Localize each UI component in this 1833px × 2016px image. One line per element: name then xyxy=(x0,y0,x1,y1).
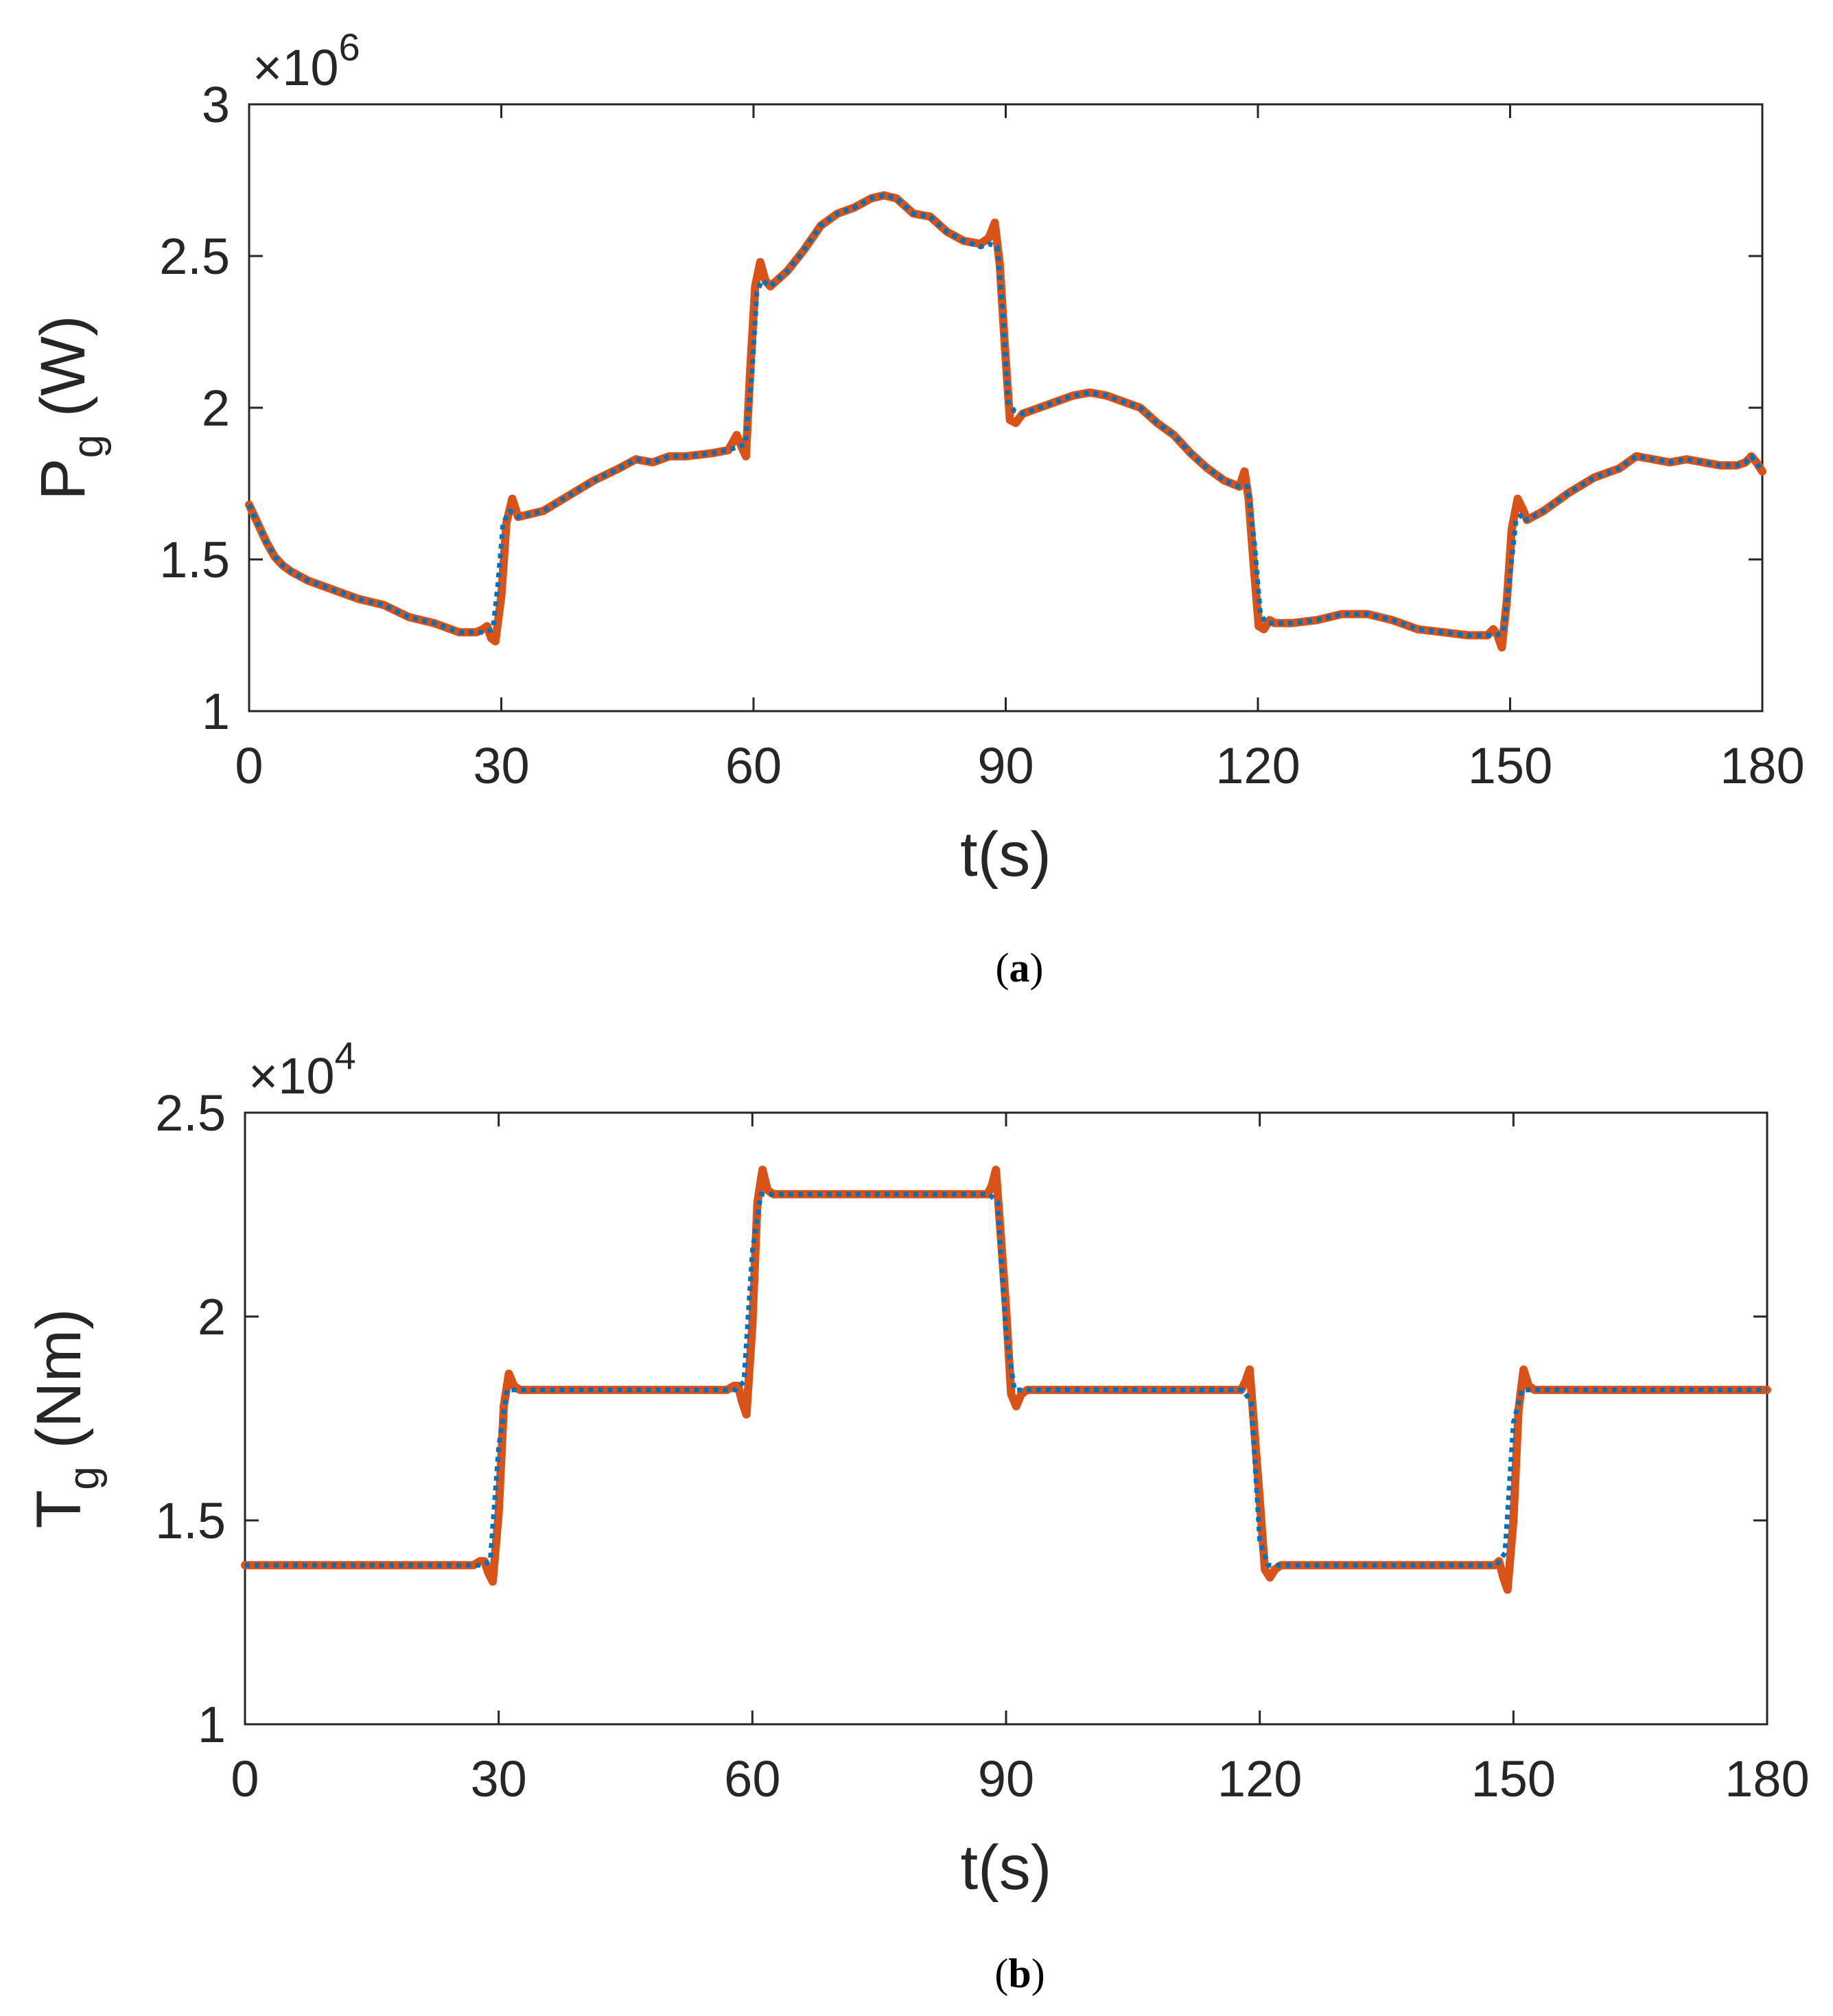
x-tick-label: 180 xyxy=(1725,1750,1809,1807)
y-axis-label: Pg (W) xyxy=(28,315,112,500)
panel-caption: (b) xyxy=(994,1951,1044,1996)
x-tick-label: 30 xyxy=(471,1750,527,1807)
y-exponent-label: ×106 xyxy=(253,25,360,96)
x-axis-label: t(s) xyxy=(961,1833,1052,1903)
y-tick-label: 1 xyxy=(198,1696,226,1753)
y-tick-label: 2.5 xyxy=(155,1085,226,1142)
panel-caption-open: ( xyxy=(996,945,1009,990)
y-tick-label: 3 xyxy=(202,76,230,133)
x-tick-label: 0 xyxy=(235,737,263,794)
panel-caption-open: ( xyxy=(994,1951,1008,1996)
y-axis-label-subscript: g xyxy=(65,435,112,458)
y-tick-label: 2.5 xyxy=(159,228,230,285)
x-tick-label: 30 xyxy=(473,737,529,794)
x-tick-label: 150 xyxy=(1471,1750,1556,1807)
y-tick-label: 2 xyxy=(202,380,230,437)
x-tick-label: 120 xyxy=(1217,1750,1302,1807)
y-exponent-prefix: ×10 xyxy=(253,39,339,96)
panel-caption-letter: a xyxy=(1009,945,1030,990)
panel-caption-letter: b xyxy=(1008,1951,1031,1996)
x-tick-label: 120 xyxy=(1215,737,1300,794)
y-tick-label: 1.5 xyxy=(155,1492,226,1549)
y-tick-label: 1 xyxy=(202,683,230,740)
panel-caption-close: ) xyxy=(1030,945,1044,990)
x-tick-label: 60 xyxy=(724,1750,780,1807)
y-tick-label: 1.5 xyxy=(159,531,230,588)
x-tick-label: 60 xyxy=(725,737,782,794)
y-exponent-power: 4 xyxy=(335,1034,356,1077)
x-tick-label: 90 xyxy=(978,1750,1034,1807)
x-tick-label: 90 xyxy=(977,737,1034,794)
y-axis-label-unit: (W) xyxy=(28,315,98,435)
y-axis-label-unit: (Nm) xyxy=(24,1308,94,1466)
x-axis-label: t(s) xyxy=(960,820,1051,890)
panel-caption: (a) xyxy=(996,945,1044,990)
y-axis-label: Tg (Nm) xyxy=(24,1308,108,1529)
x-tick-label: 180 xyxy=(1720,737,1804,794)
y-exponent-label: ×104 xyxy=(248,1034,356,1104)
y-axis-label-main: P xyxy=(28,458,98,500)
y-exponent-prefix: ×10 xyxy=(248,1047,335,1104)
x-tick-label: 150 xyxy=(1468,737,1552,794)
y-tick-label: 2 xyxy=(198,1288,226,1345)
y-axis-label-subscript: g xyxy=(60,1466,108,1490)
series-line-dotted xyxy=(246,193,1764,638)
y-axis-label-main: T xyxy=(24,1490,94,1529)
y-exponent-power: 6 xyxy=(339,25,360,69)
panel-caption-close: ) xyxy=(1031,1951,1045,1996)
x-tick-label: 0 xyxy=(231,1750,259,1807)
